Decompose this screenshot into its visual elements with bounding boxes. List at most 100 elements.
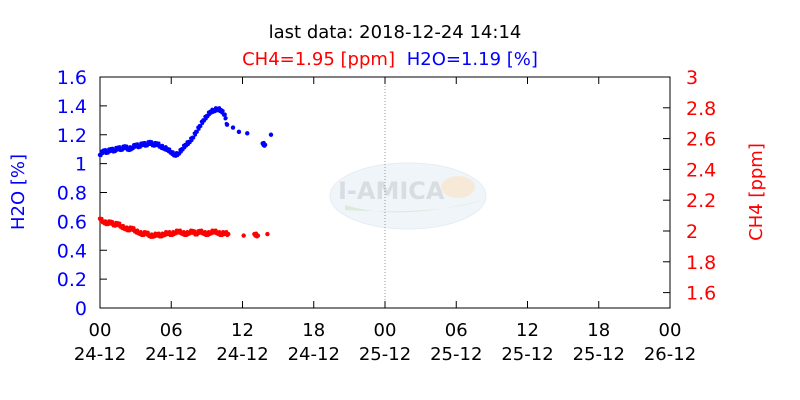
left-axis-label: H2O [%] [8,154,29,230]
x-tick-hour-label: 06 [160,320,183,341]
data-point-ch4 [181,230,186,234]
x-tick-date-label: 24-12 [216,344,268,365]
right-axis-ticks: 1.6 1.8 2 2.2 2.4 2.6 2.8 3 [663,67,716,305]
right-tick-label: 2.4 [686,159,716,181]
data-point-ch4 [149,232,154,236]
data-point-ch4 [178,228,182,233]
data-point-ch4 [121,223,125,228]
left-tick-label: 0.4 [57,240,87,262]
data-point-h2o [135,142,140,146]
right-tick-label: 1.6 [686,283,716,305]
data-point-h2o [193,133,198,137]
data-point-ch4 [254,231,258,236]
x-tick-date-label: 25-12 [430,344,482,365]
data-point-h2o [110,146,115,151]
subtitle-h2o: H2O=1.19 [%] [407,49,538,70]
x-axis-ticks: 00 24-12 06 24-12 12 24-12 18 24-12 00 25-12 06 25-… [74,77,696,365]
data-point-h2o [221,109,225,113]
left-tick-label: 0.8 [57,183,87,205]
data-point-ch4 [132,226,136,230]
watermark-text: I-AMICA [338,177,445,205]
data-point-h2o [262,140,266,145]
right-tick-label: 2.2 [686,190,716,212]
right-tick-label: 2.6 [686,129,716,151]
x-tick-hour-label: 06 [445,320,468,341]
data-point-h2o [230,125,236,130]
left-tick-label: 0.6 [57,211,87,233]
data-point-ch4 [139,230,143,234]
data-point-h2o [164,145,168,149]
data-point-ch4 [265,231,270,237]
chart-subtitle: CH4=1.95 [ppm] H2O=1.19 [%] [242,49,538,70]
x-tick-hour-label: 12 [516,320,539,341]
left-tick-label: 1.2 [57,125,87,147]
data-point-h2o [142,140,147,145]
data-point-ch4 [199,228,204,233]
data-point-h2o [245,131,250,136]
data-point-h2o [160,143,165,148]
x-tick-hour-label: 00 [89,320,112,341]
data-point-ch4 [225,233,230,237]
series-ch4 [97,216,270,239]
data-point-h2o [262,144,267,148]
data-point-ch4 [103,219,108,223]
data-point-h2o [224,116,228,120]
data-point-h2o [167,147,172,151]
data-point-ch4 [255,234,259,239]
x-tick-date-label: 24-12 [288,344,340,365]
left-tick-label: 1.4 [57,96,87,118]
x-tick-hour-label: 12 [231,320,254,341]
data-point-h2o [124,144,129,149]
x-tick-hour-label: 00 [659,320,682,341]
x-tick-date-label: 25-12 [573,344,625,365]
data-point-h2o [217,106,222,110]
data-point-h2o [195,130,199,134]
left-tick-label: 1 [75,154,87,176]
left-tick-label: 0.2 [57,269,87,291]
data-point-ch4 [156,231,161,236]
data-point-h2o [149,140,154,144]
data-point-ch4 [217,230,222,234]
data-point-h2o [191,135,196,140]
x-tick-date-label: 25-12 [501,344,553,365]
chart-title: last data: 2018-12-24 14:14 [269,22,522,43]
left-tick-label: 0 [75,298,87,320]
data-point-ch4 [192,229,197,233]
data-point-h2o [224,121,229,126]
data-point-ch4 [117,221,122,226]
data-point-ch4 [124,225,129,229]
data-point-h2o [268,132,274,137]
data-point-ch4 [213,228,218,233]
data-point-ch4 [135,228,140,233]
x-tick-hour-label: 00 [374,320,397,341]
data-point-h2o [189,138,194,143]
data-point-ch4 [167,230,172,234]
data-point-h2o [197,127,201,131]
right-tick-label: 1.8 [686,252,716,274]
data-point-h2o [156,141,161,146]
right-axis-label: CH4 [ppm] [746,143,767,241]
left-axis-ticks: 0 0.2 0.4 0.6 0.8 1 1.2 1.4 1.6 [57,67,107,320]
left-tick-label: 1.6 [57,67,87,89]
x-tick-date-label: 24-12 [74,344,126,365]
data-point-h2o [117,145,122,149]
subtitle-ch4: CH4=1.95 [ppm] [242,49,395,70]
series-h2o [97,106,274,158]
x-tick-date-label: 24-12 [145,344,197,365]
x-tick-hour-label: 18 [587,320,610,341]
right-tick-label: 2.8 [686,98,716,120]
data-point-h2o [221,113,226,117]
x-tick-hour-label: 18 [302,320,325,341]
data-point-h2o [236,129,242,135]
x-tick-date-label: 26-12 [644,344,696,365]
data-point-ch4 [110,220,115,224]
data-point-ch4 [99,216,104,221]
data-point-h2o [103,148,108,152]
right-tick-label: 3 [686,67,698,89]
watermark-logo: I-AMICA [329,162,487,230]
data-point-ch4 [203,230,207,234]
data-point-h2o [198,124,203,128]
x-tick-date-label: 25-12 [359,344,411,365]
data-point-h2o [200,121,205,126]
